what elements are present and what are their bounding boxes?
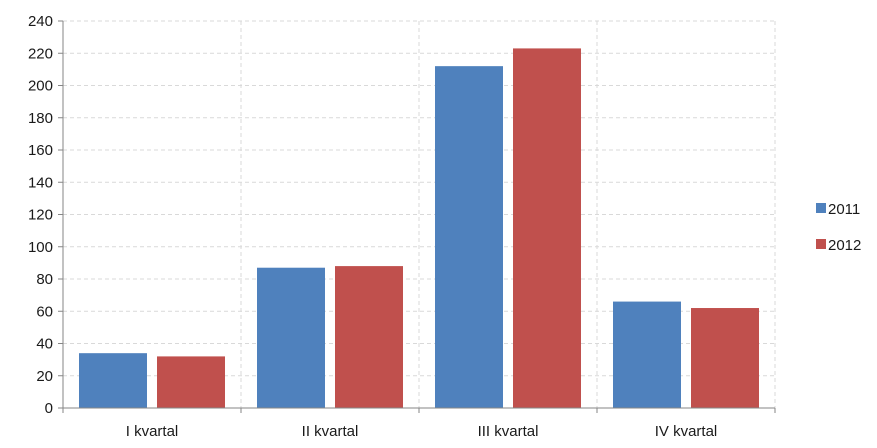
bar-2011-iii-kvartal xyxy=(435,66,503,409)
y-tick-label: 80 xyxy=(36,271,53,288)
bars xyxy=(79,48,759,409)
y-tick-label: 180 xyxy=(28,110,53,127)
y-tick-label: 120 xyxy=(28,207,53,224)
legend-swatch-2012 xyxy=(816,239,826,249)
y-axis-tick-labels: 0 20 40 60 80 100 120 140 160 180 200 220 240 xyxy=(28,13,53,417)
bar-2011-ii-kvartal xyxy=(257,267,325,408)
y-tick-label: 140 xyxy=(28,174,53,191)
axes xyxy=(58,20,776,413)
y-tick-label: 240 xyxy=(28,13,53,30)
bar-2012-i-kvartal xyxy=(157,356,225,408)
y-tick-label: 20 xyxy=(36,368,53,385)
y-tick-label: 220 xyxy=(28,45,53,62)
bar-2012-iii-kvartal xyxy=(513,48,581,408)
gridlines xyxy=(63,20,776,408)
bar-2011-iv-kvartal xyxy=(613,301,681,408)
x-tick-label: III kvartal xyxy=(478,423,539,440)
y-tick-label: 200 xyxy=(28,78,53,95)
x-axis-tick-labels: I kvartal II kvartal III kvartal IV kvartal xyxy=(126,423,718,440)
x-tick-label: I kvartal xyxy=(126,423,179,440)
y-tick-label: 60 xyxy=(36,303,53,320)
y-tick-label: 0 xyxy=(45,400,53,417)
legend-label-2012: 2012 xyxy=(828,237,861,254)
legend-swatch-2011 xyxy=(816,203,826,213)
legend-label-2011: 2011 xyxy=(828,201,860,218)
legend: 2011 2012 xyxy=(816,201,861,254)
bar-2012-ii-kvartal xyxy=(335,266,403,408)
x-tick-label: IV kvartal xyxy=(655,423,718,440)
y-tick-label: 160 xyxy=(28,142,53,159)
y-tick-label: 40 xyxy=(36,336,53,353)
bar-2012-iv-kvartal xyxy=(691,308,759,408)
y-tick-label: 100 xyxy=(28,239,53,256)
bar-2011-i-kvartal xyxy=(79,353,147,408)
x-tick-label: II kvartal xyxy=(302,423,359,440)
